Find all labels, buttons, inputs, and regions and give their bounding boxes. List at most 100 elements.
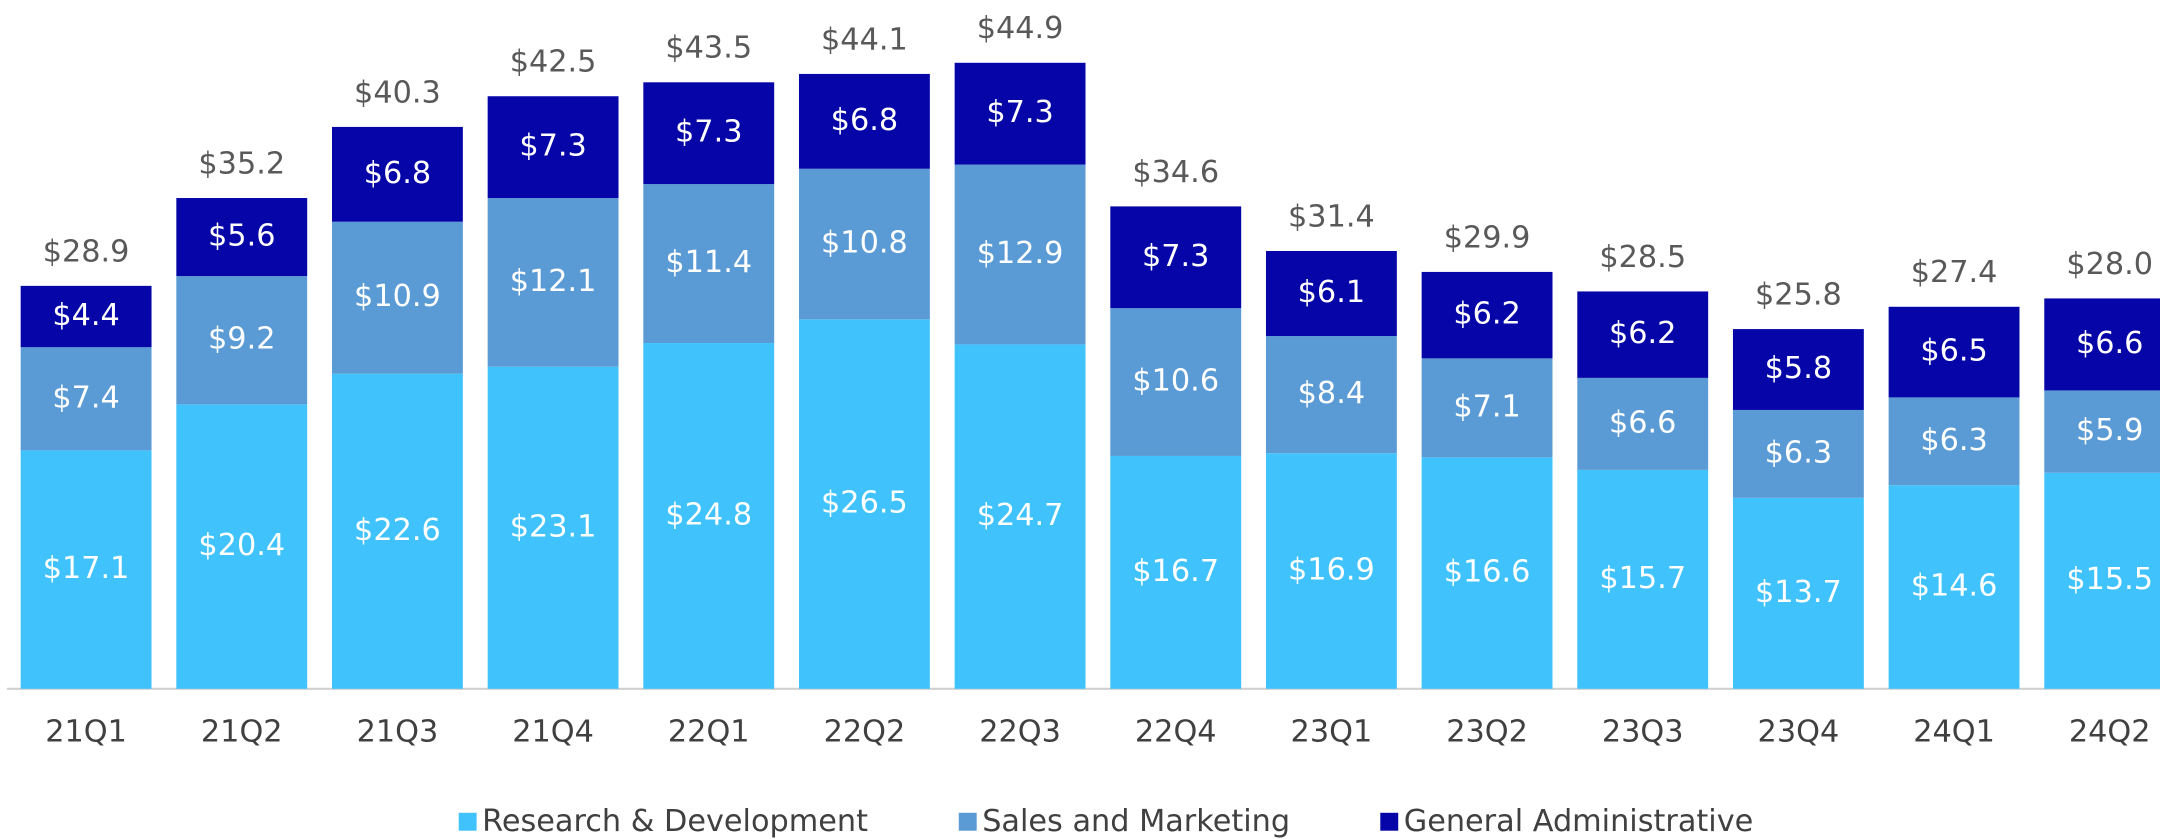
bar-segment: [1577, 469, 1709, 689]
segment-label: $24.8: [665, 497, 752, 532]
bar-segment: [798, 319, 930, 689]
bar-segment: [1888, 485, 2020, 689]
bar-segment: [954, 344, 1086, 689]
total-label: $28.0: [2066, 247, 2153, 282]
x-tick-label: 21Q2: [201, 714, 283, 749]
total-label: $43.5: [665, 31, 752, 66]
total-label: $28.9: [43, 234, 130, 269]
segment-label: $24.7: [977, 498, 1064, 533]
segment-label: $12.1: [510, 264, 597, 299]
bar-segment: [2044, 298, 2160, 391]
segment-label: $10.6: [1132, 364, 1219, 399]
total-label: $28.5: [1599, 240, 1686, 275]
segment-label: $6.8: [364, 156, 431, 191]
total-label: $42.5: [510, 45, 597, 80]
segment-label: $10.8: [821, 226, 908, 261]
x-tick-label: 22Q4: [1135, 714, 1217, 749]
bar-segment: [331, 221, 463, 374]
bar-segment: [487, 198, 619, 367]
bar-segment: [1888, 397, 2020, 486]
segment-label: $16.9: [1288, 552, 1375, 587]
segment-label: $20.4: [198, 528, 285, 563]
segment-label: $6.2: [1609, 316, 1676, 351]
bar-segment: [1577, 377, 1709, 470]
segment-label: $26.5: [821, 486, 908, 521]
x-tick-label: 22Q3: [979, 714, 1061, 749]
bar-segment: [1265, 336, 1397, 454]
segment-label: $7.3: [675, 115, 742, 150]
segment-label: $6.6: [1609, 405, 1676, 440]
segment-label: $16.7: [1132, 554, 1219, 589]
segment-label: $4.4: [52, 298, 119, 333]
segment-label: $22.6: [354, 513, 441, 548]
x-tick-label: 22Q1: [668, 714, 750, 749]
segment-label: $6.2: [1453, 297, 1520, 332]
bar-segment: [643, 184, 775, 344]
bar-segment: [20, 285, 152, 348]
bar-segment: [331, 373, 463, 689]
bar-segment: [1110, 206, 1242, 309]
segment-label: $23.1: [510, 509, 597, 544]
total-label: $31.4: [1288, 199, 1375, 234]
bar-segment: [954, 164, 1086, 345]
legend-swatch: [1380, 812, 1399, 831]
bar-segment: [1110, 455, 1242, 689]
bar-segment: [487, 96, 619, 199]
bar-segment: [1421, 358, 1553, 458]
legend-swatch: [458, 812, 477, 831]
bar-segment: [1732, 329, 1864, 410]
legend-label: General Administrative: [1404, 804, 1754, 839]
bar-segment: [176, 276, 308, 405]
bar-segment: [487, 366, 619, 689]
segment-label: $6.5: [1920, 334, 1987, 369]
segment-label: $8.4: [1298, 376, 1365, 411]
total-label: $44.9: [977, 11, 1064, 46]
bar-segment: [2044, 472, 2160, 689]
segment-label: $5.9: [2076, 413, 2143, 448]
legend-label: Research & Development: [482, 804, 868, 839]
x-tick-label: 23Q3: [1602, 714, 1684, 749]
legend-label: Sales and Marketing: [982, 804, 1290, 839]
bar-segment: [643, 82, 775, 185]
total-label: $25.8: [1755, 278, 1842, 313]
bar-segment: [176, 404, 308, 689]
segment-label: $17.1: [43, 551, 130, 586]
total-label: $40.3: [354, 75, 441, 110]
bar-segment: [1265, 251, 1397, 337]
total-label: $34.6: [1132, 155, 1219, 190]
bar-segment: [20, 347, 152, 451]
segment-label: $5.8: [1765, 351, 1832, 386]
bar-segment: [331, 126, 463, 222]
x-tick-label: 21Q1: [45, 714, 127, 749]
bar-segment: [2044, 390, 2160, 473]
segment-label: $6.3: [1765, 435, 1832, 470]
segment-label: $6.8: [831, 103, 898, 138]
segment-label: $7.3: [986, 95, 1053, 130]
legend-swatch: [958, 812, 977, 831]
segment-label: $7.4: [52, 380, 119, 415]
bar-segment: [1732, 409, 1864, 498]
bar-segment: [1110, 308, 1242, 456]
segment-label: $6.6: [2076, 326, 2143, 361]
x-tick-label: 21Q3: [357, 714, 439, 749]
bar-segment: [643, 343, 775, 689]
segment-label: $13.7: [1755, 575, 1842, 610]
x-tick-label: 21Q4: [512, 714, 594, 749]
x-tick-label: 23Q1: [1291, 714, 1373, 749]
total-label: $27.4: [1911, 255, 1998, 290]
bar-segment: [1421, 271, 1553, 359]
total-label: $44.1: [821, 22, 908, 57]
bar-segment: [1421, 457, 1553, 689]
bar-segment: [176, 198, 308, 277]
bar-segment: [1888, 306, 2020, 398]
bar-segment: [1577, 291, 1709, 378]
segment-label: $16.6: [1444, 555, 1531, 590]
bar-segment: [20, 450, 152, 689]
segment-label: $7.3: [1142, 239, 1209, 274]
segment-label: $6.1: [1298, 275, 1365, 310]
bar-segment: [798, 73, 930, 169]
segment-label: $15.5: [2066, 562, 2153, 597]
segment-label: $14.6: [1911, 569, 1998, 604]
x-tick-label: 22Q2: [824, 714, 906, 749]
total-label: $29.9: [1444, 220, 1531, 255]
